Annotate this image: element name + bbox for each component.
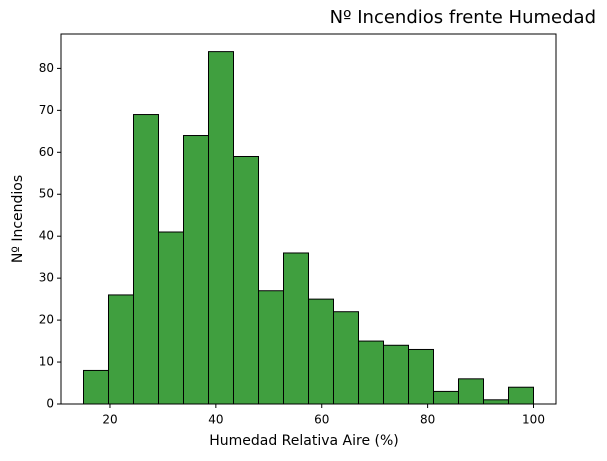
x-tick-label: 100	[522, 413, 545, 427]
y-tick-label: 80	[39, 61, 54, 75]
x-axis-label: Humedad Relativa Aire (%)	[209, 433, 399, 449]
bar	[383, 344, 410, 405]
y-tick-label: 30	[39, 271, 54, 285]
axes-frame	[60, 33, 557, 405]
bar	[283, 252, 310, 405]
bar	[508, 386, 535, 405]
bar	[457, 378, 485, 405]
bar	[183, 135, 209, 405]
bar	[232, 155, 260, 405]
y-axis-label: Nº Incendios	[10, 175, 26, 263]
bar	[107, 294, 134, 405]
bar	[258, 290, 285, 405]
bar	[207, 51, 234, 405]
y-tick-label: 60	[39, 145, 54, 159]
y-tick-label: 40	[39, 229, 54, 243]
y-tick-label: 0	[46, 397, 54, 411]
bar	[132, 114, 160, 405]
chart-title: Nº Incendios frente Humedad	[330, 7, 596, 28]
x-tick-label: 20	[102, 413, 117, 427]
bar	[332, 311, 359, 405]
y-tick-label: 20	[39, 313, 54, 327]
bar	[308, 298, 334, 405]
bar	[158, 231, 185, 405]
bar	[83, 369, 109, 405]
bar	[483, 399, 510, 405]
y-tick-label: 10	[39, 355, 54, 369]
bar	[432, 390, 459, 405]
x-tick-label: 60	[314, 413, 329, 427]
y-tick-label: 50	[39, 187, 54, 201]
bar	[357, 340, 385, 405]
y-tick-label: 70	[39, 103, 54, 117]
x-tick-label: 80	[420, 413, 435, 427]
x-tick-label: 40	[208, 413, 223, 427]
bar	[408, 348, 434, 405]
